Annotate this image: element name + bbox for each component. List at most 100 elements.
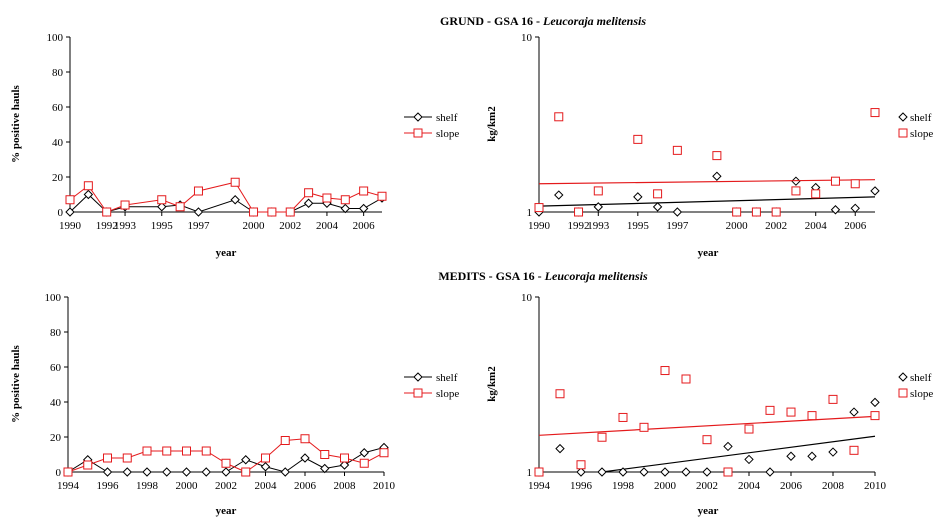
- data-point-slope: [221, 458, 231, 468]
- data-point-slope: [241, 467, 251, 477]
- x-axis-title-medits-biomass: year: [698, 505, 719, 517]
- legend-marker-slope: [413, 128, 423, 138]
- trend-line-shelf: [538, 196, 876, 207]
- y-tick-label: 40: [50, 397, 62, 409]
- data-point-slope: [786, 407, 796, 417]
- series-shelf: [534, 397, 880, 477]
- legend-label-shelf: shelf: [910, 112, 932, 124]
- y-tick-label: 1: [527, 467, 533, 479]
- data-point-slope: [618, 412, 628, 422]
- data-point-slope: [162, 446, 172, 456]
- data-point-slope: [811, 189, 821, 199]
- x-tick-label: 2006: [353, 220, 376, 232]
- data-point-shelf: [702, 467, 712, 477]
- data-point-slope: [672, 145, 682, 155]
- data-point-slope: [534, 467, 544, 477]
- data-point-slope: [807, 411, 817, 421]
- data-point-shelf: [807, 451, 817, 461]
- x-tick-label: 1992: [568, 220, 590, 232]
- legend-grund-biomass: shelf slope: [898, 112, 933, 140]
- data-point-slope: [261, 453, 270, 463]
- y-tick-label: 10: [521, 32, 533, 44]
- x-tick-label: 1992: [96, 220, 118, 232]
- x-tick-label: 2002: [765, 220, 787, 232]
- data-point-shelf: [300, 453, 310, 463]
- series-slope: [65, 177, 387, 217]
- data-point-slope: [771, 207, 781, 217]
- x-tick-label: 2002: [279, 220, 301, 232]
- data-point-slope: [285, 207, 295, 217]
- x-tick-label: 2006: [780, 480, 803, 492]
- data-point-slope: [870, 108, 880, 118]
- data-point-shelf: [339, 460, 350, 470]
- series-line-slope: [69, 181, 383, 213]
- y-tick-label: 100: [47, 32, 64, 44]
- data-point-slope: [830, 176, 840, 186]
- x-tick-label: 2008: [334, 480, 357, 492]
- y-tick-label: 100: [45, 292, 62, 304]
- x-tick-label: 2004: [738, 480, 761, 492]
- data-point-shelf: [652, 202, 663, 212]
- data-point-shelf: [241, 455, 251, 465]
- series-shelf: [534, 171, 880, 217]
- data-point-shelf: [786, 451, 796, 461]
- trend-line-slope: [538, 415, 876, 436]
- series-line-shelf: [69, 193, 383, 213]
- data-point-slope: [304, 188, 314, 198]
- legend-marker-shelf: [413, 112, 423, 122]
- legend-marker-shelf: [413, 372, 423, 382]
- data-point-shelf: [83, 189, 94, 200]
- data-point-slope: [765, 405, 775, 415]
- data-point-slope: [597, 432, 607, 442]
- data-point-shelf: [193, 207, 204, 217]
- legend-label-shelf: shelf: [436, 112, 458, 124]
- y-tick-label: 60: [50, 362, 62, 374]
- data-point-shelf: [221, 467, 231, 477]
- x-tick-label: 1990: [59, 220, 82, 232]
- y-axis-title-medits-biomass: kg/km2: [486, 366, 498, 402]
- data-point-shelf: [576, 467, 586, 477]
- x-tick-label: 1994: [57, 480, 80, 492]
- x-tick-label: 2008: [822, 480, 845, 492]
- data-point-shelf: [681, 467, 691, 477]
- series-slope: [534, 366, 880, 477]
- data-point-shelf: [597, 467, 607, 477]
- x-tick-label: 2004: [255, 480, 278, 492]
- data-point-slope: [359, 186, 369, 196]
- data-point-slope: [702, 435, 712, 445]
- legend-marker-shelf: [898, 112, 908, 122]
- legend-label-slope: slope: [436, 388, 459, 400]
- data-point-shelf: [260, 462, 271, 472]
- data-point-shelf: [672, 207, 683, 217]
- data-point-slope: [849, 445, 859, 455]
- data-point-shelf: [142, 467, 152, 477]
- data-point-slope: [280, 436, 290, 445]
- trend-line-shelf: [601, 435, 876, 473]
- data-point-shelf: [303, 198, 314, 208]
- legend-marker-slope: [413, 388, 423, 398]
- legend-marker-shelf: [898, 372, 908, 382]
- chart-medits-pct: 0 20 40 60 80 100 1994 1996 1998 2000 2002 2004 2006…: [45, 292, 396, 492]
- data-point-slope: [574, 207, 584, 217]
- data-point-shelf: [633, 192, 643, 202]
- data-point-slope: [340, 453, 349, 463]
- y-tick-label: 10: [521, 292, 533, 304]
- legend-label-shelf: shelf: [436, 372, 458, 384]
- y-axis-title-grund-pct: % positive hauls: [10, 84, 22, 162]
- x-tick-label: 1998: [136, 480, 159, 492]
- data-point-slope: [555, 389, 565, 399]
- x-tick-label: 2010: [373, 480, 396, 492]
- x-axis-title-medits-pct: year: [216, 505, 237, 517]
- x-tick-label: 1995: [151, 220, 174, 232]
- data-point-slope: [249, 207, 259, 217]
- data-point-slope: [379, 448, 389, 458]
- data-point-slope: [639, 422, 649, 432]
- data-point-slope: [870, 411, 880, 421]
- data-point-shelf: [660, 467, 670, 477]
- legend-marker-slope: [898, 128, 908, 138]
- data-point-slope: [732, 207, 742, 217]
- legend-label-slope: slope: [910, 128, 933, 140]
- data-point-slope: [201, 446, 211, 456]
